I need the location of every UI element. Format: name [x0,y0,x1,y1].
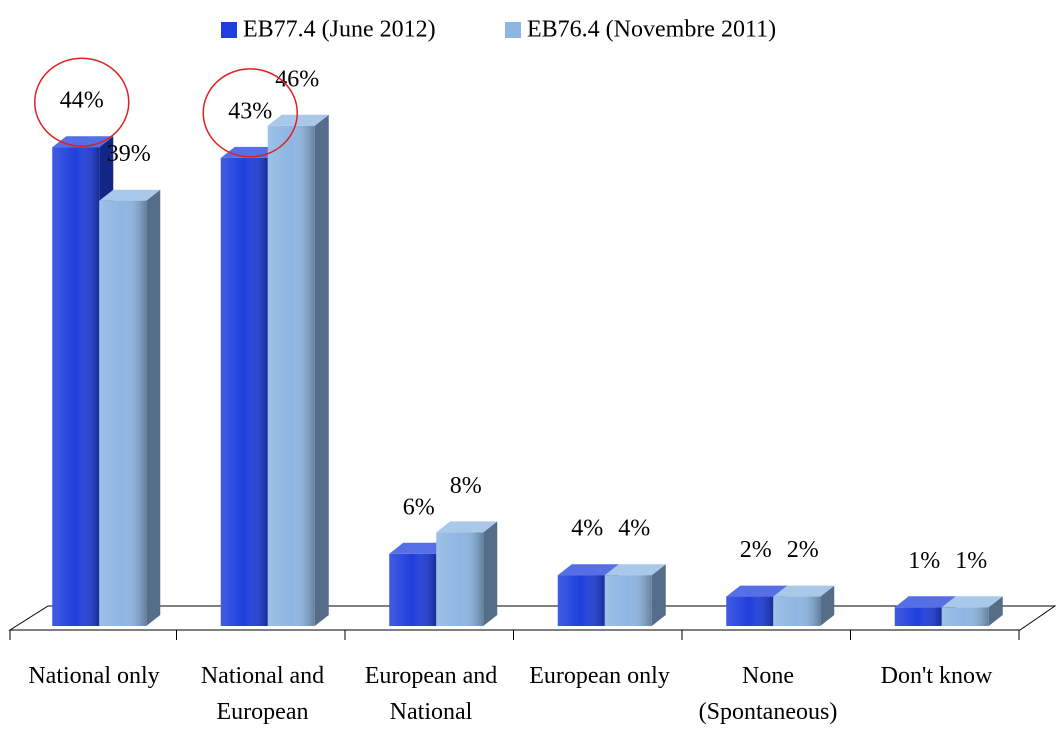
bar-shade [894,607,942,626]
bar-group [267,114,329,627]
legend-label: EB77.4 (June 2012) [243,17,436,43]
data-label: 8% [450,473,482,499]
legend-label: EB76.4 (Novembre 2011) [527,17,776,43]
data-label: 43% [228,98,272,124]
bar-group [604,564,666,626]
bar-side [988,596,1003,626]
bar-top [941,596,1003,608]
data-label: 4% [571,516,603,542]
bar-side [483,521,498,626]
x-tick-label: National and European [200,663,325,725]
data-label: 1% [955,548,987,574]
x-tick-label: European and National [364,663,498,725]
bar-group [389,542,451,626]
legend-swatch [505,22,521,38]
bar-side [651,564,666,626]
bar-side [820,585,835,626]
bar-shade [267,125,315,627]
data-label: 46% [275,66,319,92]
bar-shade [436,532,484,626]
bar-shade [557,575,605,626]
bar-shade [773,596,821,626]
floor [8,605,1056,631]
bar-shade [941,607,989,626]
bar-group [773,585,835,626]
bar-top [99,189,161,201]
data-label: 1% [908,548,940,574]
bar-side [314,114,329,627]
bar-top [557,564,619,576]
legend-swatch [221,22,237,38]
data-label: 39% [107,141,151,167]
bar-group [436,521,498,626]
data-label: 44% [60,88,104,114]
bar-top [267,114,329,126]
bar-shade [726,596,774,626]
bar-side [146,189,161,626]
x-tick-label: None (Spontaneous) [698,663,838,725]
x-tick-label: National only [28,663,160,689]
bar-top [773,585,835,597]
data-label: 2% [740,537,772,563]
bar-group [941,596,1003,626]
bar-group [894,596,956,626]
bar-group [52,136,114,626]
highlight-circle [202,68,298,158]
bar-top [894,596,956,608]
bar-shade [389,553,437,626]
bar-top [436,521,498,533]
bar-top [726,585,788,597]
bar-top [604,564,666,576]
data-label: 4% [618,516,650,542]
bar-shade [220,157,268,626]
bar-group [99,189,161,626]
data-label: 6% [403,494,435,520]
bar-shade [99,200,147,626]
bar-shade [52,147,100,626]
highlight-circle [34,57,130,147]
data-label: 2% [787,537,819,563]
x-tick-label: European only [529,663,670,689]
bar-top [389,542,451,554]
x-tick-label: Don't know [880,663,993,689]
bar-shade [604,575,652,626]
